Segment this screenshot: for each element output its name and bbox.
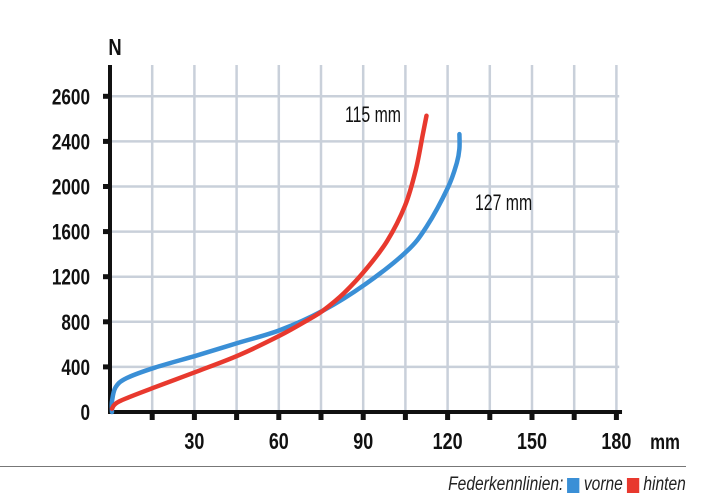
grid [110, 65, 620, 412]
x-tick-label: 60 [269, 429, 289, 455]
y-tick-label: 2600 [52, 85, 90, 110]
x-tick-label: 90 [353, 429, 373, 455]
y-tick-label: 400 [61, 356, 90, 381]
series-line-vorne [109, 131, 462, 415]
legend-swatch-vorne [567, 477, 580, 493]
y-tick-label: 0 [80, 401, 90, 426]
legend-label-vorne: vorne [584, 474, 624, 495]
legend: Federkennlinien: vorne hinten [448, 474, 686, 496]
x-tick-label: 120 [433, 429, 463, 455]
x-tick-label: 150 [517, 429, 547, 455]
legend-swatch-hinten [627, 477, 640, 493]
x-axis-unit: mm [650, 431, 680, 454]
divider [0, 466, 686, 467]
series-line-hinten [109, 113, 429, 411]
series [109, 113, 462, 415]
y-tick-label: 2400 [52, 130, 90, 155]
series-end-label-hinten: 115 mm [345, 104, 401, 128]
labels: 0 400 800 1200 1600 2000 2400 2600 30 60 90 120 150 1… [52, 35, 680, 454]
y-tick-label: 2000 [52, 176, 90, 201]
legend-title: Federkennlinien: [448, 474, 564, 495]
y-tick-label: 1200 [52, 266, 90, 291]
axes [103, 65, 623, 420]
y-tick-label: 800 [61, 311, 90, 336]
y-axis-label: N [108, 35, 121, 60]
x-tick-label: 180 [601, 429, 631, 455]
legend-label-hinten: hinten [643, 474, 686, 495]
x-tick-label: 30 [184, 429, 204, 455]
y-tick-label: 1600 [52, 221, 90, 246]
series-end-label-vorne: 127 mm [475, 192, 532, 216]
